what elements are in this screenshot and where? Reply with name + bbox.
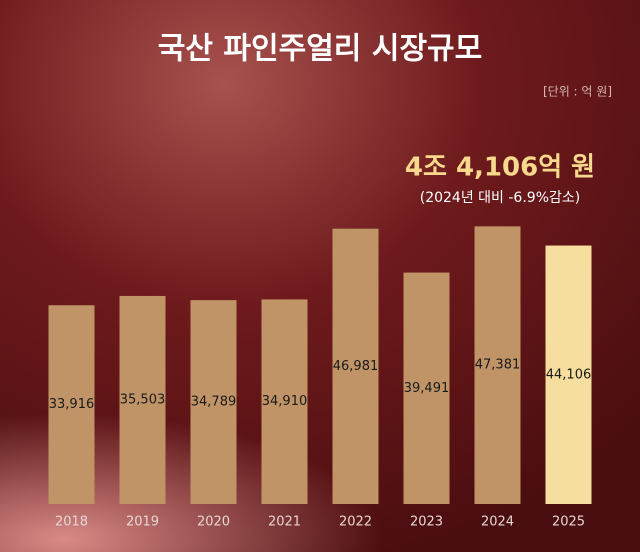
x-tick-label: 2018: [55, 515, 88, 530]
bar: [261, 299, 308, 504]
value-label: 35,503: [120, 392, 166, 407]
x-tick-label: 2019: [126, 515, 159, 530]
chart-title: 국산 파인주얼리 시장규모: [158, 32, 483, 67]
value-label: 34,789: [191, 395, 237, 410]
bar: [190, 300, 237, 504]
background-glow: [0, 300, 640, 552]
value-label: 46,981: [333, 359, 379, 374]
x-tick-label: 2022: [339, 515, 372, 530]
bar: [48, 305, 95, 504]
value-label: 44,106: [546, 367, 592, 382]
bar: [403, 272, 450, 504]
bar: [474, 226, 521, 504]
unit-note: [단위 : 억 원]: [543, 85, 612, 99]
value-label: 34,910: [262, 394, 308, 409]
x-tick-label: 2021: [268, 515, 301, 530]
x-tick-label: 2023: [410, 515, 443, 530]
bar: [332, 228, 379, 504]
bar: [119, 295, 166, 504]
value-label: 39,491: [404, 381, 450, 396]
bar: [545, 245, 592, 505]
headline: 4조 4,106억 원: [405, 153, 595, 183]
subheadline: (2024년 대비 -6.9%감소): [420, 190, 580, 206]
x-tick-label: 2025: [552, 515, 585, 530]
value-label: 47,381: [475, 358, 521, 373]
x-tick-label: 2020: [197, 515, 230, 530]
value-label: 33,916: [49, 397, 95, 412]
x-tick-label: 2024: [481, 515, 514, 530]
